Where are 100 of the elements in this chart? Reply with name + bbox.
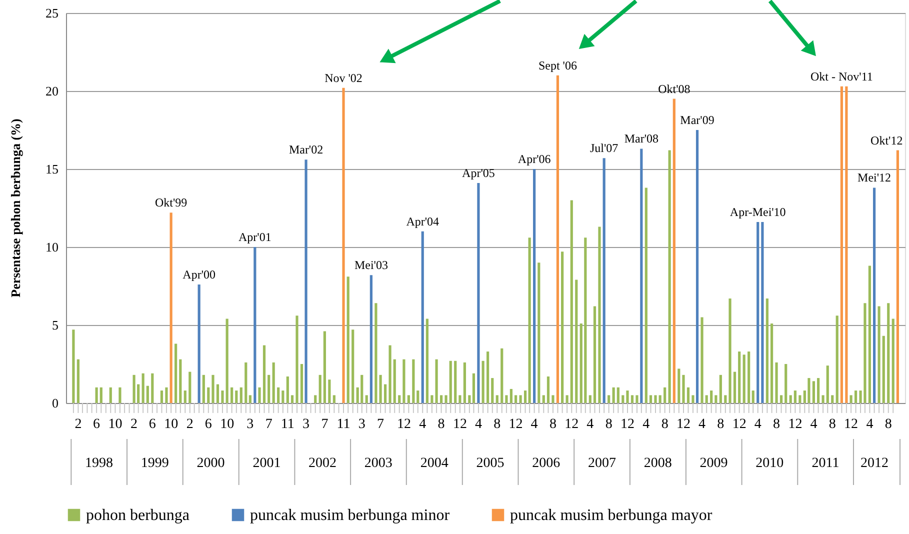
annotation: Apr-Mei'10 [730, 205, 786, 220]
bar [146, 386, 149, 403]
bar [300, 364, 304, 403]
bar [616, 387, 620, 403]
bar [151, 373, 154, 403]
bar [710, 390, 713, 403]
x-tick-label: 10 [164, 417, 178, 432]
bar [780, 395, 783, 403]
bar [872, 188, 876, 403]
text: 2006 [532, 456, 560, 471]
bar [384, 384, 387, 403]
y-tick-label: 20 [46, 84, 58, 98]
bar [421, 231, 424, 403]
bar [286, 376, 289, 403]
bar [640, 148, 643, 403]
bar [812, 381, 816, 403]
x-tick-label: 6 [93, 417, 100, 432]
bar [458, 395, 462, 403]
bar [845, 86, 848, 403]
bar [682, 374, 685, 403]
x-tick-label: 3 [358, 417, 366, 432]
bar [374, 303, 378, 403]
y-tick-label: 25 [46, 6, 58, 20]
x-tick-label: 3 [246, 417, 254, 432]
x-tick-label: 12 [564, 417, 579, 432]
bar [533, 169, 536, 403]
bar [472, 373, 476, 403]
bar [510, 388, 513, 403]
bar [262, 345, 266, 403]
bar [258, 387, 261, 403]
x-tick-label: 12 [620, 417, 634, 432]
bar [630, 395, 634, 403]
bar [444, 395, 448, 403]
text: 2005 [476, 456, 504, 471]
bar [668, 150, 671, 403]
bar [798, 395, 802, 403]
bar [454, 360, 457, 403]
x-tick-label: 4 [642, 417, 650, 432]
bar [700, 317, 704, 403]
bar [342, 88, 345, 403]
bar [500, 348, 504, 403]
x-tick-label: 7 [321, 417, 328, 432]
bar [160, 390, 164, 403]
bar [304, 160, 308, 403]
bar [748, 352, 750, 403]
x-tick-label: 8 [438, 417, 445, 432]
x-tick-label: 12 [788, 417, 802, 432]
bar [290, 395, 294, 403]
bar [426, 318, 429, 403]
bar [491, 378, 494, 403]
x-tick-label: 4 [866, 417, 874, 432]
bar [538, 262, 540, 403]
annotation: Okt'99 [154, 196, 188, 210]
bar [816, 378, 820, 403]
annotation: Apr'06 [518, 152, 551, 166]
bar [323, 331, 326, 403]
bar [728, 298, 732, 403]
bar [95, 387, 98, 403]
bar [482, 360, 484, 403]
bar [840, 86, 844, 403]
bar [896, 150, 900, 403]
bar [733, 372, 736, 403]
bar [887, 303, 890, 403]
bar [282, 390, 284, 403]
bar [202, 374, 205, 403]
text: 2000 [196, 456, 225, 471]
bar [724, 395, 727, 403]
bar [644, 188, 648, 403]
bar [235, 390, 238, 403]
bar [468, 395, 471, 403]
x-tick-label: 4 [586, 417, 594, 432]
bar [412, 359, 415, 403]
annotation: Mar'08 [624, 132, 658, 146]
annotation: Mar'02 [288, 142, 324, 157]
x-tick-label: 11 [280, 417, 294, 432]
annotation: Apr'05 [462, 166, 495, 180]
annotation: Apr'00 [182, 267, 216, 282]
y-tick-label: 10 [46, 240, 58, 254]
annotation: Apr'01 [238, 230, 272, 244]
bar [608, 395, 610, 403]
bar [561, 252, 564, 403]
bar [188, 372, 192, 403]
text: 2002 [308, 456, 337, 471]
bar [379, 374, 382, 403]
bar [365, 395, 368, 403]
bar [435, 359, 438, 403]
bar [198, 284, 200, 403]
annotation: Jul'07 [590, 141, 618, 156]
bar [752, 390, 754, 403]
x-tick-label: 11 [336, 417, 350, 432]
bar [179, 359, 182, 403]
bar [678, 368, 680, 403]
bar [184, 390, 186, 403]
text: 2008 [644, 456, 672, 471]
bar [440, 395, 443, 403]
bar [254, 247, 256, 403]
text: 1998 [85, 456, 113, 471]
bar [546, 376, 550, 403]
bar [477, 183, 480, 403]
legend-label: puncak musim berbunga minor [250, 507, 450, 524]
